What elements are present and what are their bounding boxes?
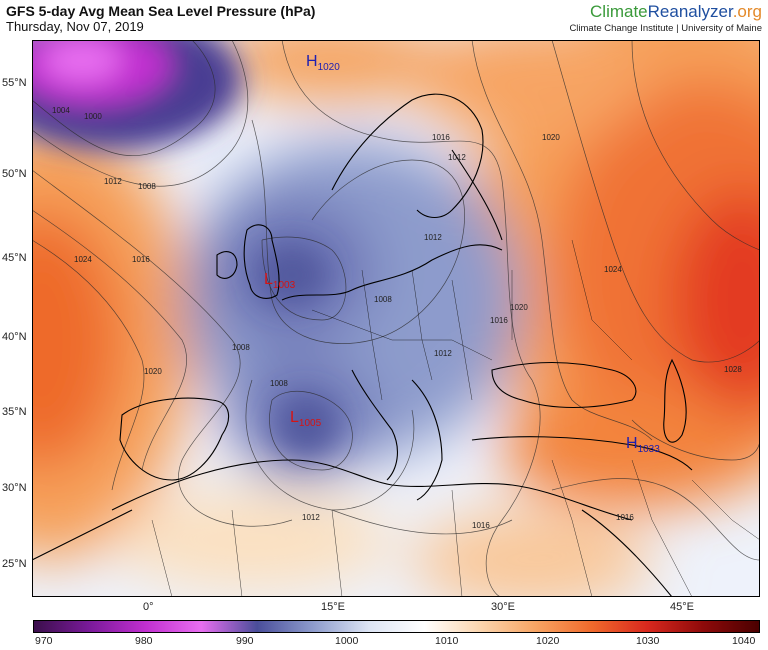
contour-label: 1012 xyxy=(302,513,320,522)
contour-label: 1016 xyxy=(472,521,490,530)
map-title: GFS 5-day Avg Mean Sea Level Pressure (h… xyxy=(6,3,316,19)
lon-label: 30°E xyxy=(491,601,515,613)
lon-label: 0° xyxy=(143,601,154,613)
contour-label: 1020 xyxy=(542,133,560,142)
contour-label: 1012 xyxy=(434,349,452,358)
contour-label: 1008 xyxy=(232,343,250,352)
contour-label: 1020 xyxy=(144,367,162,376)
brand-subtitle: Climate Change Institute | University of… xyxy=(569,23,762,34)
lat-label: 35°N xyxy=(2,406,27,418)
contour-label: 1008 xyxy=(270,379,288,388)
colorbar-label: 1000 xyxy=(335,635,359,647)
lon-label: 15°E xyxy=(321,601,345,613)
colorbar-label: 970 xyxy=(35,635,53,647)
low-center-mediterranean: L1005 xyxy=(290,409,322,429)
high-center-east: H1033 xyxy=(626,435,660,455)
low-center-uk: L1003 xyxy=(264,271,296,291)
contour-label: 1028 xyxy=(724,365,742,374)
contour-label: 1008 xyxy=(374,295,392,304)
contour-label: 1004 xyxy=(52,106,70,115)
contour-label: 1016 xyxy=(616,513,634,522)
lat-label: 30°N xyxy=(2,482,27,494)
colorbar-label: 1040 xyxy=(732,635,756,647)
contour-label: 1016 xyxy=(490,316,508,325)
colorbar-label: 1010 xyxy=(435,635,459,647)
map-date: Thursday, Nov 07, 2019 xyxy=(6,19,144,34)
lat-label: 25°N xyxy=(2,558,27,570)
brand-name[interactable]: ClimateReanalyzer.org xyxy=(590,2,762,21)
brand[interactable]: ClimateReanalyzer.org Climate Change Ins… xyxy=(569,2,762,34)
colorbar-label: 1030 xyxy=(636,635,660,647)
contour-label: 1012 xyxy=(104,177,122,186)
contour-label: 1008 xyxy=(138,182,156,191)
contour-label: 1024 xyxy=(74,255,92,264)
contour-label: 1000 xyxy=(84,112,102,121)
contour-label: 1016 xyxy=(432,133,450,142)
contour-label: 1020 xyxy=(510,303,528,312)
header: GFS 5-day Avg Mean Sea Level Pressure (h… xyxy=(0,0,768,40)
contour-label: 1016 xyxy=(132,255,150,264)
colorbar-label: 990 xyxy=(236,635,254,647)
colorbar-label: 980 xyxy=(135,635,153,647)
lat-label: 40°N xyxy=(2,331,27,343)
lat-label: 45°N xyxy=(2,252,27,264)
contour-label: 1012 xyxy=(448,153,466,162)
colorbar xyxy=(33,620,760,633)
pressure-map: H1020 L1003 L1005 H1033 1004 1000 1012 1… xyxy=(32,40,760,597)
colorbar-label: 1020 xyxy=(536,635,560,647)
lat-label: 50°N xyxy=(2,168,27,180)
high-center-north: H1020 xyxy=(306,53,340,73)
contour-label: 1024 xyxy=(604,265,622,274)
lat-label: 55°N xyxy=(2,77,27,89)
lon-label: 45°E xyxy=(670,601,694,613)
contour-label: 1012 xyxy=(424,233,442,242)
